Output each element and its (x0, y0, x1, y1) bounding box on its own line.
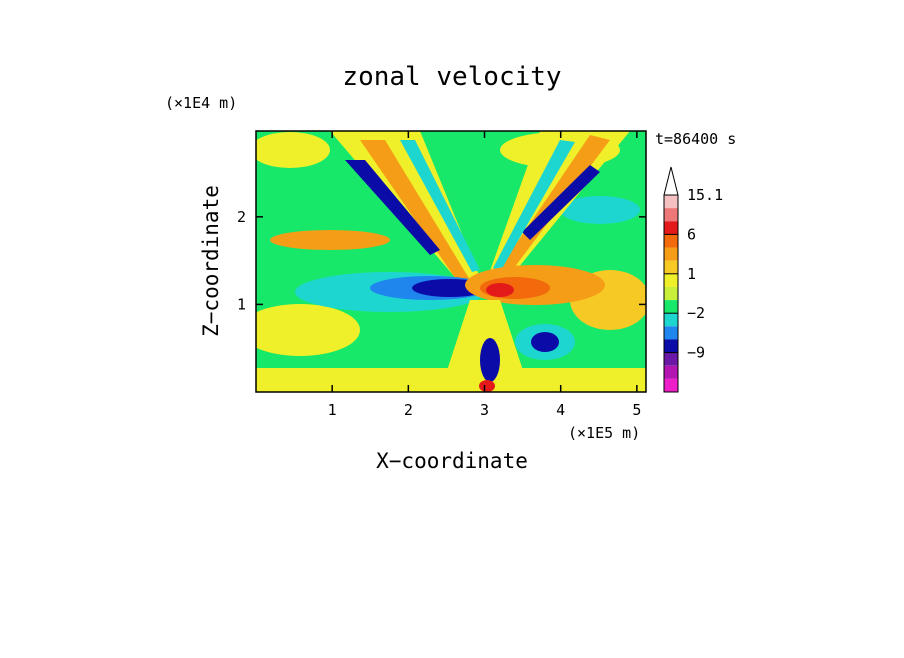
ray-upper-left-blue (345, 160, 440, 255)
colorbar: 15.1 6 1 −2 −9 (663, 166, 723, 393)
plot-frame (255, 130, 647, 393)
colorbar-swatch (664, 234, 678, 248)
colorbar-label: 1 (687, 265, 696, 283)
velocity-field (256, 131, 646, 392)
x-tick-label: 4 (556, 401, 565, 419)
x-tick-label: 5 (632, 401, 641, 419)
ray-upper-left-cyan (400, 140, 480, 272)
colorbar-swatch (664, 221, 678, 235)
ray-upper-right-blue (522, 165, 600, 240)
colorbar-swatch (664, 273, 678, 287)
y-tick-label: 1 (237, 295, 246, 313)
colorbar-swatch (664, 352, 678, 366)
patch-right-cyan (560, 196, 640, 224)
y-tick-label: 2 (237, 208, 246, 226)
lower-center-red (479, 380, 495, 392)
time-label: t=86400 s (655, 130, 736, 148)
colorbar-swatch (664, 195, 678, 209)
colorbar-swatch (664, 286, 678, 301)
colorbar-swatch (664, 326, 678, 340)
colorbar-label: 6 (687, 225, 696, 243)
colorbar-label: 15.1 (687, 186, 723, 204)
patch-lower-left (256, 304, 360, 356)
chart-title: zonal velocity (342, 62, 561, 92)
jet-core-east (486, 283, 514, 297)
colorbar-swatch (664, 378, 678, 392)
x-axis-ticks: 1 2 3 4 5 (328, 131, 641, 419)
colorbar-swatch (664, 247, 678, 261)
x-tick-label: 3 (480, 401, 489, 419)
colorbar-label: −9 (687, 344, 705, 362)
colorbar-swatch (664, 313, 678, 327)
colorbar-swatch (664, 208, 678, 222)
colorbar-swatch (664, 339, 678, 353)
y-unit-label: (×1E4 m) (165, 94, 237, 112)
lower-center-blue (480, 338, 500, 382)
y-axis-label: Z−coordinate (199, 185, 223, 337)
y-axis-ticks: 12 (237, 208, 646, 313)
colorbar-overflow-arrow (663, 166, 679, 196)
colorbar-swatch (664, 365, 678, 379)
x-axis-label: X−coordinate (376, 449, 528, 473)
x-unit-label: (×1E5 m) (568, 424, 640, 442)
x-tick-label: 2 (404, 401, 413, 419)
ray-upper-right-cyan (493, 140, 575, 272)
lower-blob-core (531, 332, 559, 352)
ray-upper-left-orange (360, 140, 470, 285)
patch-upper-left (256, 132, 330, 168)
colorbar-swatch (664, 260, 678, 274)
colorbar-label: −2 (687, 304, 705, 322)
colorbar-swatch (664, 300, 678, 314)
patch-left-orange (270, 230, 390, 250)
x-tick-label: 1 (328, 401, 337, 419)
